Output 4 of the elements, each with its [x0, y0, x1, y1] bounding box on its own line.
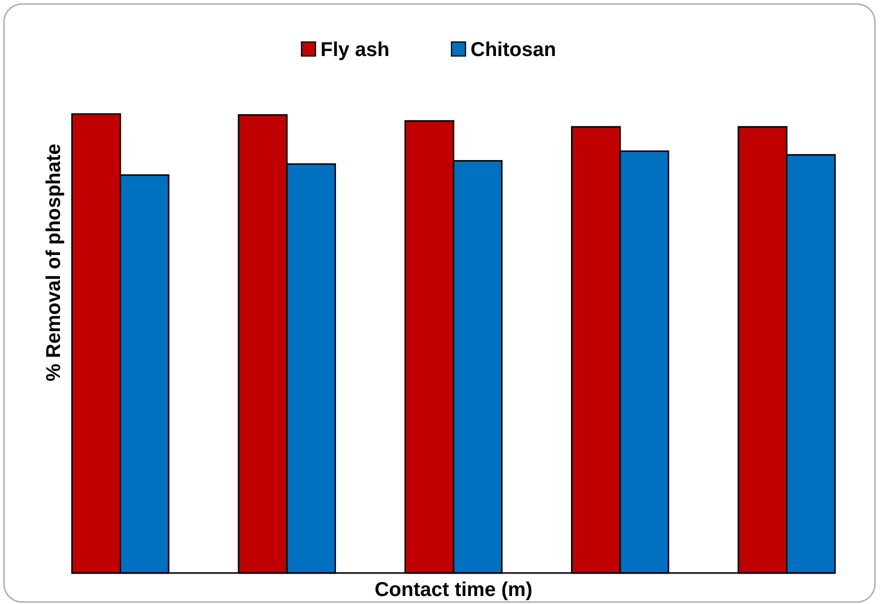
- y-axis-title: % Removal of phosphate: [43, 144, 65, 382]
- x-axis-title: Contact time (m): [374, 579, 532, 601]
- legend-label: Fly ash: [320, 39, 390, 61]
- legend-label: Chitosan: [470, 39, 556, 61]
